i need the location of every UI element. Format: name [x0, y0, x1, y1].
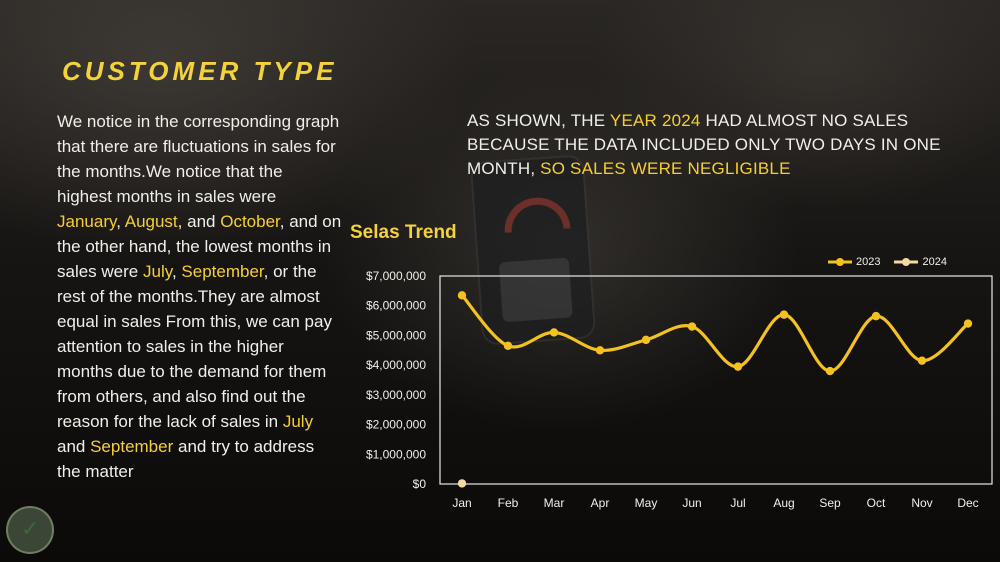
x-tick-label: Nov	[911, 496, 932, 510]
highlight-july: July	[142, 262, 172, 281]
analysis-text: ,	[171, 262, 182, 281]
analysis-paragraph: We notice in the corresponding graph tha…	[57, 109, 342, 484]
x-tick-label: Aug	[773, 496, 794, 510]
x-tick-label: Mar	[544, 496, 565, 510]
highlight-september: September	[90, 437, 174, 456]
highlight-july: July	[282, 412, 314, 431]
highlight-august: August	[124, 212, 178, 231]
x-tick-label: Dec	[957, 496, 978, 510]
data-point-2023	[733, 362, 743, 371]
slide-title: CUSTOMER TYPE	[62, 56, 338, 86]
x-tick-label: Oct	[867, 496, 886, 510]
highlight-september: September	[181, 262, 264, 281]
data-point-2023	[687, 322, 697, 331]
highlight-january: January	[57, 212, 117, 231]
analysis-text: , and on the other hand, the lowest mont…	[57, 212, 342, 281]
legend-label-2024: 2024	[922, 256, 947, 268]
x-tick-label: Sep	[819, 496, 841, 510]
note-highlight-year: YEAR 2024	[609, 111, 701, 130]
data-point-2023	[641, 335, 651, 345]
checkmark-icon: ✓	[21, 516, 40, 541]
y-tick-label: $5,000,000	[366, 328, 426, 342]
legend-item-2023: 2023	[828, 256, 880, 268]
x-tick-label: Jun	[682, 496, 701, 510]
x-tick-label: Jan	[452, 496, 471, 510]
y-tick-label: $6,000,000	[366, 299, 426, 313]
analysis-text: , or the rest of the months.They are alm…	[57, 262, 332, 431]
data-point-2023	[549, 328, 559, 337]
data-point-2023	[825, 366, 835, 376]
analysis-text: and try to address the matter	[57, 437, 315, 481]
data-point-2023	[871, 311, 881, 321]
data-point-2023	[779, 310, 789, 319]
legend-swatch-2024	[894, 258, 919, 266]
analysis-text: We notice in the corresponding graph tha…	[57, 112, 340, 206]
y-tick-label: $1,000,000	[366, 447, 426, 461]
data-point-2023	[457, 291, 467, 300]
year-2024-note: AS SHOWN, THE YEAR 2024 HAD ALMOST NO SA…	[467, 109, 967, 181]
data-point-2023	[503, 341, 513, 351]
y-tick-label: $2,000,000	[366, 418, 426, 432]
data-point-2024	[457, 479, 467, 488]
data-point-2023	[595, 346, 605, 355]
y-tick-label: $3,000,000	[366, 388, 426, 402]
legend-item-2024: 2024	[894, 256, 947, 268]
legend-swatch-2023	[828, 258, 852, 266]
legend-label-2023: 2023	[856, 256, 881, 268]
x-tick-label: Apr	[591, 496, 610, 510]
note-text: AS SHOWN, THE	[467, 111, 610, 130]
x-tick-label: Jul	[730, 496, 745, 510]
analysis-text: and	[57, 437, 91, 456]
company-logo: ✓	[6, 506, 54, 554]
analysis-text: , and	[177, 212, 221, 231]
chart-title: Selas Trend	[350, 222, 457, 243]
chart-legend: 2023 2024	[828, 256, 947, 268]
data-point-2023	[963, 319, 973, 328]
x-tick-label: Feb	[498, 496, 519, 510]
note-text: HAD ALMOST NO SALES BECAUSE THE DATA INC…	[467, 111, 941, 178]
y-tick-label: $4,000,000	[366, 358, 426, 372]
series-line-2023	[460, 293, 970, 373]
note-highlight-negligible: SO SALES WERE NEGLIGIBLE	[540, 159, 791, 178]
y-tick-label: $7,000,000	[366, 269, 426, 283]
highlight-october: October	[220, 212, 280, 231]
analysis-text: ,	[116, 212, 125, 231]
data-point-2023	[917, 356, 927, 365]
y-tick-label: $0	[413, 477, 427, 491]
x-tick-label: May	[635, 496, 658, 510]
plot-area-border	[439, 275, 993, 485]
